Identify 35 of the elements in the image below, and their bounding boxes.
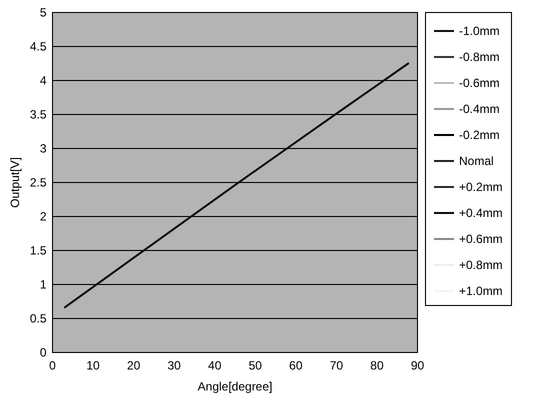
- y-axis-title: Output[V]: [8, 157, 22, 208]
- legend-label: +0.2mm: [459, 180, 503, 194]
- line-series: [63, 62, 410, 309]
- y-tick-label: 4: [40, 74, 47, 88]
- legend-label: -0.4mm: [459, 102, 500, 116]
- x-tick-label: 70: [330, 358, 344, 372]
- legend-label: Nomal: [459, 154, 494, 168]
- legend-label: +0.8mm: [459, 258, 503, 272]
- y-tick-label: 0: [40, 346, 47, 360]
- x-tick-label: 50: [248, 358, 262, 372]
- x-tick-label: 10: [86, 358, 100, 372]
- y-tick-label: 3: [40, 142, 47, 156]
- y-tick-label: 5: [40, 6, 47, 20]
- y-tick-label: 0.5: [30, 312, 47, 326]
- y-tick-label: 2.5: [30, 176, 47, 190]
- legend-label: +0.4mm: [459, 206, 503, 220]
- x-tick-label: 0: [49, 358, 56, 372]
- y-tick-label: 2: [40, 210, 47, 224]
- x-axis-title: Angle[degree]: [198, 380, 272, 394]
- y-tick-label: 1.5: [30, 244, 47, 258]
- y-tick-label: 3.5: [30, 108, 47, 122]
- legend-label: +1.0mm: [459, 284, 503, 298]
- legend-label: -1.0mm: [459, 24, 500, 38]
- legend-label: -0.2mm: [459, 128, 500, 142]
- x-tick-label: 80: [370, 358, 384, 372]
- x-tick-label: 60: [289, 358, 303, 372]
- legend-label: -0.6mm: [459, 76, 500, 90]
- legend-label: -0.8mm: [459, 50, 500, 64]
- x-tick-label: 90: [410, 358, 424, 372]
- legend-label: +0.6mm: [459, 232, 503, 246]
- y-tick-label: 4.5: [30, 40, 47, 54]
- x-tick-label: 20: [126, 358, 141, 372]
- x-tick-label: 40: [208, 358, 222, 372]
- x-tick-label: 30: [167, 358, 182, 372]
- y-tick-label: 1: [40, 278, 47, 292]
